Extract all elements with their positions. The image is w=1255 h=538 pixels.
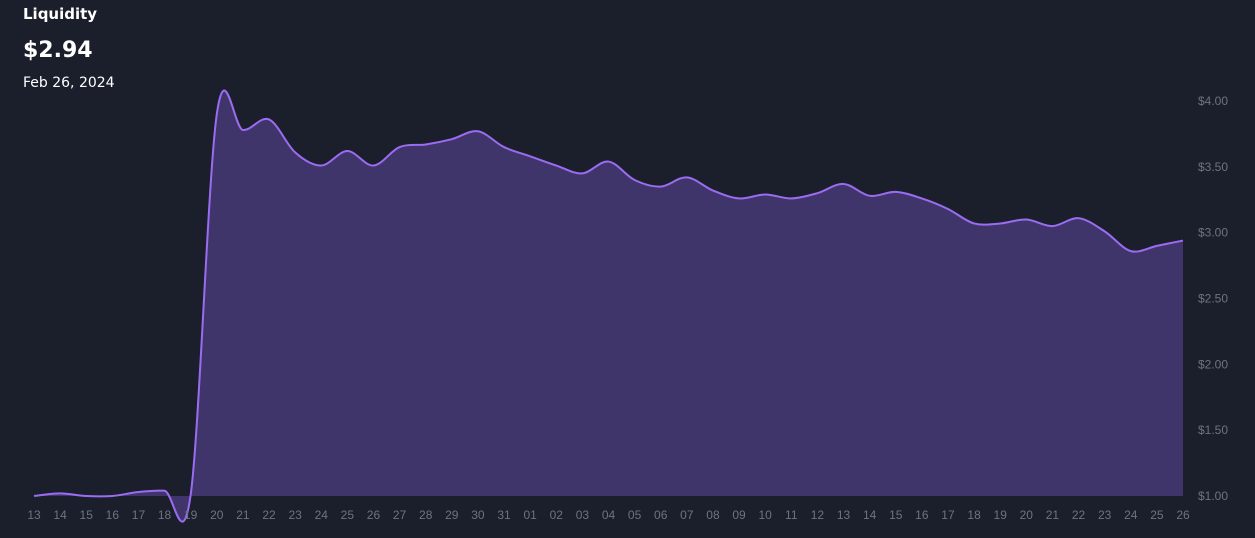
x-tick-label: 10	[759, 508, 773, 522]
x-tick-label: 21	[1046, 508, 1060, 522]
x-tick-label: 09	[732, 508, 746, 522]
x-tick-label: 18	[158, 508, 172, 522]
y-tick-label: $2.00	[1198, 357, 1228, 371]
x-tick-label: 26	[1176, 508, 1190, 522]
y-tick-label: $3.50	[1198, 160, 1228, 174]
x-tick-label: 30	[471, 508, 485, 522]
x-tick-label: 23	[1098, 508, 1112, 522]
y-tick-label: $1.50	[1198, 423, 1228, 437]
x-tick-label: 15	[889, 508, 903, 522]
x-tick-label: 07	[680, 508, 694, 522]
x-tick-label: 28	[419, 508, 433, 522]
x-tick-label: 02	[550, 508, 564, 522]
x-tick-label: 24	[1124, 508, 1138, 522]
x-tick-label: 21	[236, 508, 250, 522]
x-tick-label: 13	[27, 508, 41, 522]
x-tick-label: 20	[210, 508, 224, 522]
y-tick-label: $4.00	[1198, 94, 1228, 108]
x-tick-label: 20	[1020, 508, 1034, 522]
x-tick-label: 18	[967, 508, 981, 522]
x-tick-label: 11	[785, 508, 798, 522]
x-tick-label: 06	[654, 508, 668, 522]
y-tick-label: $2.50	[1198, 292, 1228, 306]
x-tick-label: 22	[1072, 508, 1086, 522]
x-tick-label: 14	[863, 508, 877, 522]
x-tick-label: 15	[80, 508, 94, 522]
x-tick-label: 17	[132, 508, 146, 522]
x-tick-label: 16	[915, 508, 929, 522]
current-value: $2.94	[23, 38, 93, 63]
x-tick-label: 08	[706, 508, 720, 522]
x-tick-label: 25	[341, 508, 355, 522]
x-tick-label: 14	[53, 508, 67, 522]
chart-title: Liquidity	[23, 5, 97, 23]
x-tick-label: 04	[602, 508, 616, 522]
x-tick-label: 29	[445, 508, 459, 522]
x-tick-label: 25	[1150, 508, 1164, 522]
x-tick-label: 23	[288, 508, 302, 522]
area-fill	[34, 90, 1183, 522]
x-tick-label: 13	[837, 508, 851, 522]
x-tick-label: 27	[393, 508, 407, 522]
area-line	[33, 89, 1184, 523]
x-tick-label: 19	[994, 508, 1008, 522]
y-tick-label: $1.00	[1198, 489, 1228, 503]
x-tick-label: 22	[262, 508, 276, 522]
x-tick-label: 01	[523, 508, 537, 522]
x-tick-label: 26	[367, 508, 381, 522]
x-tick-label: 03	[576, 508, 590, 522]
x-tick-label: 19	[184, 508, 198, 522]
x-tick-label: 24	[315, 508, 329, 522]
current-date: Feb 26, 2024	[23, 75, 115, 91]
x-tick-label: 16	[106, 508, 120, 522]
x-tick-label: 05	[628, 508, 642, 522]
y-tick-label: $3.00	[1198, 226, 1228, 240]
x-tick-label: 17	[941, 508, 955, 522]
x-tick-label: 12	[811, 508, 825, 522]
x-tick-label: 31	[497, 508, 511, 522]
